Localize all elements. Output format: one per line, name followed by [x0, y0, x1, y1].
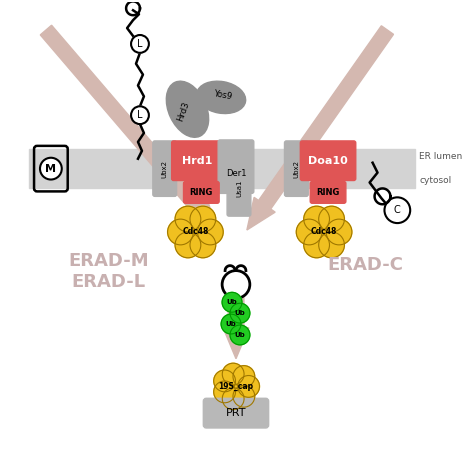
Text: Ub: Ub	[227, 299, 237, 305]
Text: Der1: Der1	[226, 169, 246, 178]
Circle shape	[175, 206, 201, 232]
Circle shape	[326, 219, 352, 245]
Text: Ub: Ub	[235, 310, 246, 316]
Circle shape	[233, 385, 255, 407]
Circle shape	[226, 377, 246, 396]
Text: L: L	[137, 110, 143, 120]
Text: Cdc48: Cdc48	[182, 227, 209, 237]
Circle shape	[198, 219, 223, 245]
Circle shape	[190, 232, 216, 258]
Circle shape	[190, 206, 216, 232]
FancyBboxPatch shape	[172, 141, 223, 181]
Circle shape	[222, 363, 244, 385]
Text: Ubx2: Ubx2	[293, 160, 300, 177]
Circle shape	[222, 271, 250, 298]
Bar	[29, 149, 415, 188]
Text: ERAD-M
ERAD-L: ERAD-M ERAD-L	[68, 252, 149, 291]
Polygon shape	[40, 25, 217, 230]
Text: cytosol: cytosol	[419, 176, 451, 185]
Text: Yos9: Yos9	[213, 89, 233, 102]
Text: 19S_cap: 19S_cap	[219, 382, 254, 391]
Circle shape	[230, 303, 250, 323]
Circle shape	[304, 232, 329, 258]
Ellipse shape	[166, 81, 209, 137]
Circle shape	[168, 219, 193, 245]
Text: M: M	[46, 164, 56, 174]
Text: ER lumen: ER lumen	[419, 152, 462, 161]
FancyBboxPatch shape	[153, 141, 177, 196]
Circle shape	[304, 206, 329, 232]
FancyBboxPatch shape	[227, 161, 251, 216]
Circle shape	[296, 219, 322, 245]
Circle shape	[214, 381, 236, 403]
FancyBboxPatch shape	[284, 141, 308, 196]
Polygon shape	[223, 294, 249, 359]
FancyBboxPatch shape	[301, 141, 356, 181]
Text: Hrd1: Hrd1	[182, 156, 212, 166]
Text: Ub: Ub	[235, 332, 246, 338]
Circle shape	[184, 220, 207, 243]
Text: Ubx2: Ubx2	[162, 160, 168, 177]
Text: L: L	[137, 39, 143, 49]
Circle shape	[233, 365, 255, 388]
Circle shape	[40, 158, 62, 180]
Ellipse shape	[197, 81, 246, 114]
Circle shape	[238, 376, 259, 397]
Text: C: C	[394, 205, 401, 215]
Text: Doa10: Doa10	[308, 156, 348, 166]
Text: Ub: Ub	[226, 321, 237, 327]
Text: Usa1: Usa1	[236, 180, 242, 197]
Text: Hrd3: Hrd3	[176, 100, 191, 122]
Text: ERAD-C: ERAD-C	[328, 255, 404, 274]
Text: RING: RING	[316, 188, 340, 197]
Circle shape	[221, 314, 241, 334]
Circle shape	[131, 35, 149, 53]
FancyBboxPatch shape	[218, 140, 254, 194]
Circle shape	[222, 292, 242, 312]
Circle shape	[131, 106, 149, 124]
FancyBboxPatch shape	[203, 398, 269, 428]
FancyBboxPatch shape	[310, 182, 346, 203]
Text: RING: RING	[190, 188, 213, 197]
Text: Cdc48: Cdc48	[311, 227, 337, 237]
Circle shape	[319, 232, 345, 258]
Circle shape	[222, 388, 244, 410]
Circle shape	[312, 220, 336, 243]
Circle shape	[175, 232, 201, 258]
Circle shape	[230, 325, 250, 345]
Circle shape	[319, 206, 345, 232]
Text: PRT: PRT	[226, 408, 246, 418]
FancyBboxPatch shape	[183, 182, 219, 203]
Circle shape	[214, 370, 236, 392]
Polygon shape	[247, 26, 393, 230]
Circle shape	[384, 197, 410, 223]
